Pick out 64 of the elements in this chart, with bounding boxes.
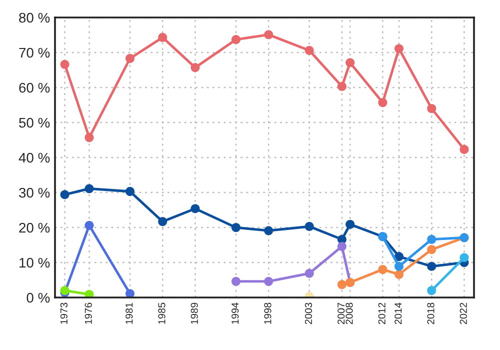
x-tick-label: 2007 <box>338 302 345 324</box>
point <box>427 234 436 244</box>
x-tick-label: 2022 <box>460 302 467 324</box>
point <box>125 289 135 298</box>
point <box>394 44 404 54</box>
x-tick-label: 1973 <box>60 302 68 324</box>
point <box>158 32 168 42</box>
y-tick-label: 60 % <box>19 82 50 93</box>
point <box>460 253 469 262</box>
x-tick-label: 2008 <box>346 302 353 324</box>
point <box>394 252 404 262</box>
point <box>158 217 168 226</box>
y-tick-label: 20 % <box>19 222 50 233</box>
point <box>84 184 94 194</box>
point <box>231 276 240 286</box>
point <box>190 63 200 72</box>
point <box>231 35 240 44</box>
x-tick-label: 1989 <box>190 302 198 324</box>
point <box>427 286 436 296</box>
point <box>190 204 200 214</box>
point <box>304 46 314 55</box>
y-tick-label: 40 % <box>18 152 50 163</box>
point <box>60 190 70 200</box>
point <box>394 270 404 279</box>
point <box>264 226 274 236</box>
y-tick-label: 0 % <box>26 292 50 303</box>
point <box>60 60 70 69</box>
point <box>394 262 404 271</box>
x-tick-label: 1981 <box>126 302 133 324</box>
point <box>264 30 274 40</box>
x-tick-label: 1976 <box>84 302 92 324</box>
point <box>427 245 436 254</box>
x-tick-label: 1998 <box>264 302 272 324</box>
x-tick-label: 1985 <box>158 302 166 324</box>
point <box>346 220 355 229</box>
point <box>84 133 94 142</box>
point <box>231 222 240 232</box>
x-tick-label: 2018 <box>427 302 434 324</box>
point <box>264 276 274 286</box>
point <box>337 82 346 91</box>
y-tick-label: 80 % <box>19 12 50 23</box>
x-tick-label: 2014 <box>394 302 402 324</box>
x-tick-label: 1994 <box>232 302 239 324</box>
x-tick-label: 2012 <box>378 302 386 324</box>
y-tick-label: 10 % <box>20 258 50 268</box>
point <box>304 222 314 231</box>
point <box>378 264 388 274</box>
point <box>337 242 346 251</box>
point <box>460 144 469 154</box>
point <box>84 290 94 298</box>
point <box>427 262 436 271</box>
y-tick-label: 70 % <box>19 48 50 58</box>
point <box>378 98 388 108</box>
point <box>60 286 70 296</box>
point <box>346 58 355 68</box>
y-tick-label: 50 % <box>19 118 50 128</box>
point <box>337 280 346 290</box>
point <box>125 54 135 63</box>
point <box>427 104 436 114</box>
x-tick-label: 2003 <box>304 302 312 324</box>
point <box>84 220 94 230</box>
point <box>125 186 135 196</box>
point <box>304 268 314 278</box>
y-tick-label: 30 % <box>19 188 50 198</box>
